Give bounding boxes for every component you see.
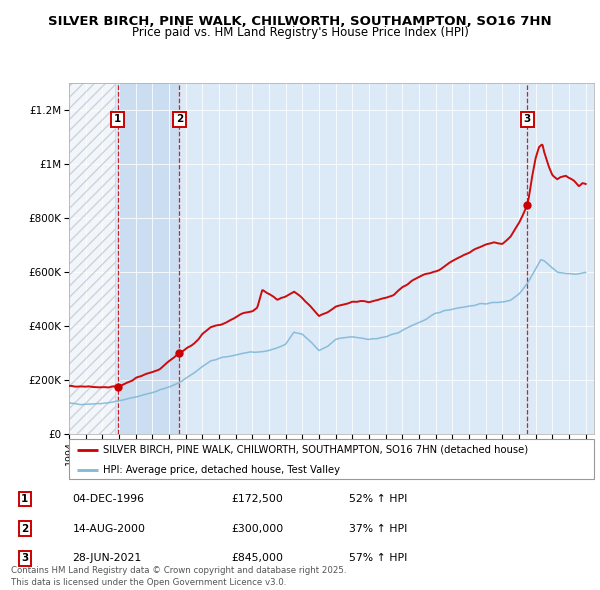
Text: Price paid vs. HM Land Registry's House Price Index (HPI): Price paid vs. HM Land Registry's House … <box>131 26 469 39</box>
Text: 37% ↑ HPI: 37% ↑ HPI <box>349 524 407 533</box>
Text: 04-DEC-1996: 04-DEC-1996 <box>73 494 145 504</box>
Text: 57% ↑ HPI: 57% ↑ HPI <box>349 553 407 563</box>
Text: 1: 1 <box>114 114 121 124</box>
Text: Contains HM Land Registry data © Crown copyright and database right 2025.
This d: Contains HM Land Registry data © Crown c… <box>11 566 346 587</box>
Text: 14-AUG-2000: 14-AUG-2000 <box>73 524 145 533</box>
Text: HPI: Average price, detached house, Test Valley: HPI: Average price, detached house, Test… <box>103 466 340 476</box>
Text: 3: 3 <box>21 553 28 563</box>
Text: 2: 2 <box>21 524 28 533</box>
Text: SILVER BIRCH, PINE WALK, CHILWORTH, SOUTHAMPTON, SO16 7HN (detached house): SILVER BIRCH, PINE WALK, CHILWORTH, SOUT… <box>103 445 528 455</box>
Text: SILVER BIRCH, PINE WALK, CHILWORTH, SOUTHAMPTON, SO16 7HN: SILVER BIRCH, PINE WALK, CHILWORTH, SOUT… <box>48 15 552 28</box>
Text: 1: 1 <box>21 494 28 504</box>
Text: 28-JUN-2021: 28-JUN-2021 <box>73 553 142 563</box>
Text: 2: 2 <box>176 114 183 124</box>
Text: 52% ↑ HPI: 52% ↑ HPI <box>349 494 407 504</box>
Text: £300,000: £300,000 <box>231 524 283 533</box>
Bar <box>69 83 115 434</box>
Bar <box>118 83 179 434</box>
Text: 3: 3 <box>524 114 531 124</box>
Text: £172,500: £172,500 <box>231 494 283 504</box>
Text: £845,000: £845,000 <box>231 553 283 563</box>
